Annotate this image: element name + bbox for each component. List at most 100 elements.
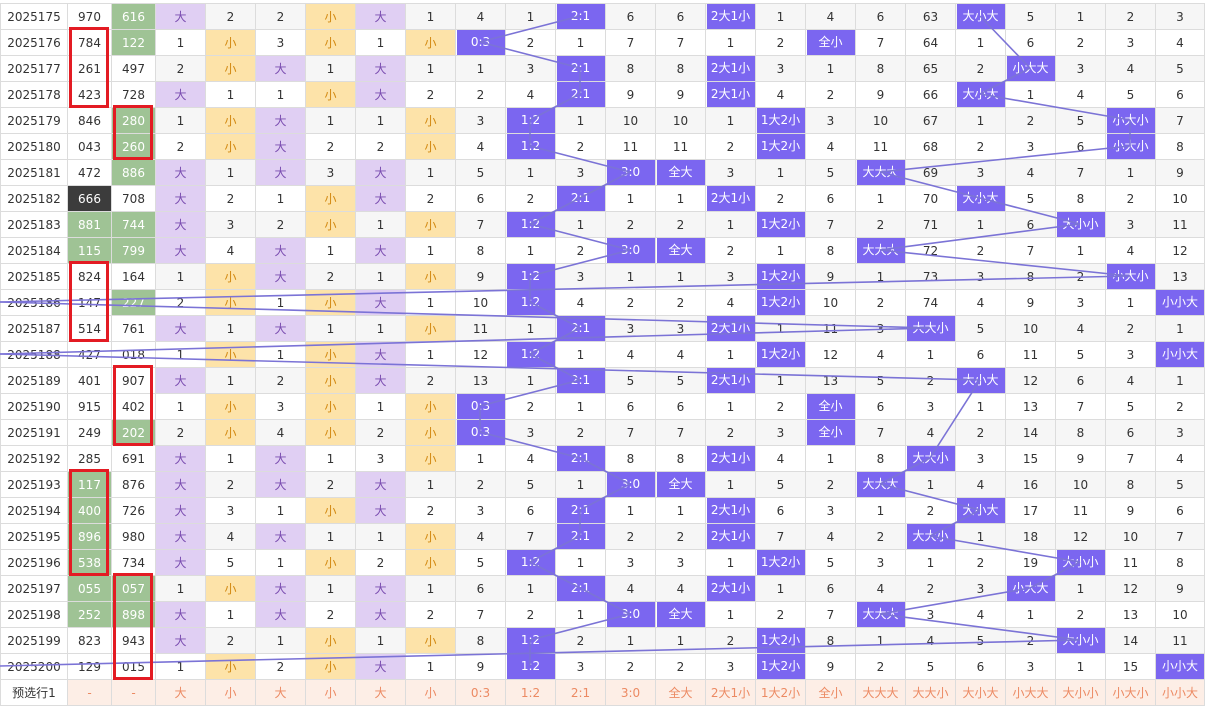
number-b-cell: 876	[111, 471, 156, 498]
preselect-option[interactable]: 全大	[655, 679, 706, 706]
trend-marker: 小大大	[1006, 576, 1055, 601]
trend-marker: 1大2小	[756, 342, 805, 367]
trend-value: 3	[726, 659, 735, 674]
trend-cell: 5	[1155, 55, 1205, 82]
trend-cell: 7	[805, 601, 856, 628]
trend-value: 小	[424, 556, 437, 570]
trend-cell: 2	[405, 81, 456, 108]
trend-cell: 1	[855, 497, 906, 524]
trend-value: 大	[174, 452, 187, 466]
trend-value: 1	[1076, 659, 1085, 674]
trend-value: 大	[174, 88, 187, 102]
trend-marker: 2大1小	[706, 446, 755, 471]
trend-value: 2	[526, 607, 535, 622]
table-row: 2025188 427 018 1 小 1 小 大 1 12 1:2 1 4 4 1 1大2小 12 4 1 6 11 5…	[0, 341, 1205, 368]
trend-cell: 4	[205, 237, 256, 264]
preselect-option[interactable]: 3:0	[605, 679, 656, 706]
preselect-option[interactable]: 1:2	[505, 679, 556, 706]
trend-cell: 小	[305, 653, 356, 680]
preselect-option[interactable]: 大大小	[905, 679, 956, 706]
trend-cell: 1	[305, 107, 356, 134]
trend-value: 3	[576, 659, 585, 674]
trend-value: 小	[324, 504, 337, 518]
preselect-option[interactable]: 小大大	[1005, 679, 1056, 706]
preselect-option[interactable]: 大	[355, 679, 406, 706]
trend-value: 9	[1176, 165, 1184, 180]
trend-marker: 全小	[806, 420, 855, 445]
preselect-option[interactable]: 2:1	[555, 679, 606, 706]
preselect-option[interactable]: 大大大	[855, 679, 906, 706]
trend-cell: 2	[155, 419, 206, 446]
trend-value: 7	[676, 35, 685, 50]
trend-cell: 7	[1055, 393, 1106, 420]
trend-value: 13	[1022, 399, 1039, 414]
trend-value: 小	[324, 556, 337, 570]
trend-value: 小	[224, 660, 237, 674]
trend-cell: 3	[905, 601, 956, 628]
trend-cell: 1	[655, 497, 706, 524]
trend-value: 1	[326, 243, 335, 258]
trend-value: 大	[174, 166, 187, 180]
trend-cell: 4	[855, 575, 906, 602]
trend-value: 8	[1076, 425, 1085, 440]
trend-value: 1	[926, 347, 935, 362]
trend-cell: 1	[205, 81, 256, 108]
preselect-option[interactable]: 大	[155, 679, 206, 706]
trend-cell: 大	[255, 55, 306, 82]
trend-value: 5	[1076, 113, 1085, 128]
trend-marker: 大小小	[1056, 212, 1105, 237]
trend-value: 1	[426, 243, 435, 258]
trend-value: 1	[226, 87, 235, 102]
trend-cell: 3	[205, 211, 256, 238]
trend-cell: 小	[205, 575, 256, 602]
preselect-option[interactable]: -	[111, 679, 156, 706]
trend-value: 3	[476, 503, 485, 518]
preselect-option[interactable]: 大	[255, 679, 306, 706]
trend-value: 70	[922, 191, 939, 206]
preselect-option[interactable]: -	[67, 679, 112, 706]
trend-value: 67	[922, 113, 939, 128]
trend-value: 1	[276, 87, 285, 102]
trend-value: 小	[424, 140, 437, 154]
trend-value: 4	[1176, 451, 1184, 466]
trend-cell: 17	[1005, 497, 1056, 524]
trend-value: 小	[424, 218, 437, 232]
trend-marker: 1大2小	[756, 550, 805, 575]
trend-value: 4	[976, 295, 985, 310]
trend-value: 2	[1126, 191, 1135, 206]
trend-cell: 8	[655, 55, 706, 82]
table-row: 2025192 285 691 大 1 大 1 3 小 1 4 2:1 8 8 2大1小 4 1 8 大大小 3 15 9…	[0, 445, 1205, 472]
trend-value: 1	[326, 113, 335, 128]
trend-cell: 73	[905, 263, 956, 290]
trend-value: 2	[1126, 9, 1135, 24]
trend-cell: 5	[1055, 107, 1106, 134]
trend-cell: 1	[305, 237, 356, 264]
trend-cell: 1	[705, 107, 756, 134]
preselect-option[interactable]: 小	[305, 679, 356, 706]
trend-cell: 2	[755, 29, 806, 56]
trend-cell: 6	[805, 575, 856, 602]
trend-value: 74	[922, 295, 939, 310]
preselect-option[interactable]: 小小大	[1155, 679, 1205, 706]
trend-value: 3	[676, 555, 685, 570]
preselect-option[interactable]: 全小	[805, 679, 856, 706]
trend-marker: 2大1小	[706, 186, 755, 211]
trend-value: 4	[826, 9, 835, 24]
preselect-option[interactable]: 2大1小	[705, 679, 756, 706]
trend-cell: 1	[355, 263, 406, 290]
trend-value: 大	[374, 660, 387, 674]
trend-cell: 15	[1105, 653, 1156, 680]
trend-marker: 全大	[656, 472, 705, 497]
preselect-option[interactable]: 小	[205, 679, 256, 706]
preselect-option[interactable]: 大小大	[955, 679, 1006, 706]
trend-cell: 67	[905, 107, 956, 134]
preselect-option[interactable]: 小	[405, 679, 456, 706]
trend-cell: 2	[205, 3, 256, 30]
trend-cell: 小	[405, 133, 456, 160]
trend-value: 1	[826, 61, 835, 76]
trend-cell: 3	[1055, 55, 1106, 82]
preselect-option[interactable]: 小大小	[1105, 679, 1156, 706]
preselect-option[interactable]: 1大2小	[755, 679, 806, 706]
preselect-option[interactable]: 大小小	[1055, 679, 1106, 706]
preselect-option[interactable]: 0:3	[455, 679, 506, 706]
